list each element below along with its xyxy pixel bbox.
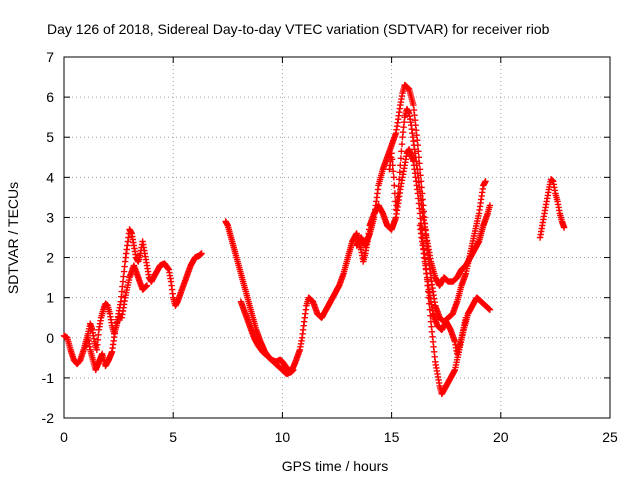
y-tick-label: 0 [46,330,54,346]
y-tick-label: 2 [46,250,54,266]
y-tick-label: 7 [46,49,54,65]
data-points [60,81,568,398]
x-tick-label: 5 [169,429,177,445]
x-tick-label: 25 [602,429,618,445]
data-point-markers [416,222,470,357]
y-tick-label: -1 [42,370,55,386]
data-point-markers [60,226,205,368]
y-tick-label: 6 [46,89,54,105]
y-tick-label: 1 [46,290,54,306]
data-point-markers [386,105,494,289]
data-point-markers [82,262,151,374]
y-tick-label: 4 [46,169,54,185]
x-tick-label: 15 [384,429,400,445]
data-point-markers [237,298,297,376]
x-axis-label: GPS time / hours [282,458,389,474]
x-tick-label: 20 [493,429,509,445]
x-tick-label: 10 [275,429,291,445]
plot-frame [63,56,611,419]
chart-title: Day 126 of 2018, Sidereal Day-to-day VTE… [47,21,550,37]
axis-ticks: 0 5 10 15 20 25 -2 -1 0 1 2 3 4 5 6 7 [42,49,618,445]
y-tick-label: 5 [46,129,54,145]
y-axis-label: SDTVAR / TECUs [5,182,21,294]
x-tick-label: 0 [60,429,68,445]
y-tick-label: 3 [46,209,54,225]
y-tick-label: -2 [42,410,55,426]
grid-lines [64,57,610,418]
data-point-markers [536,176,568,241]
